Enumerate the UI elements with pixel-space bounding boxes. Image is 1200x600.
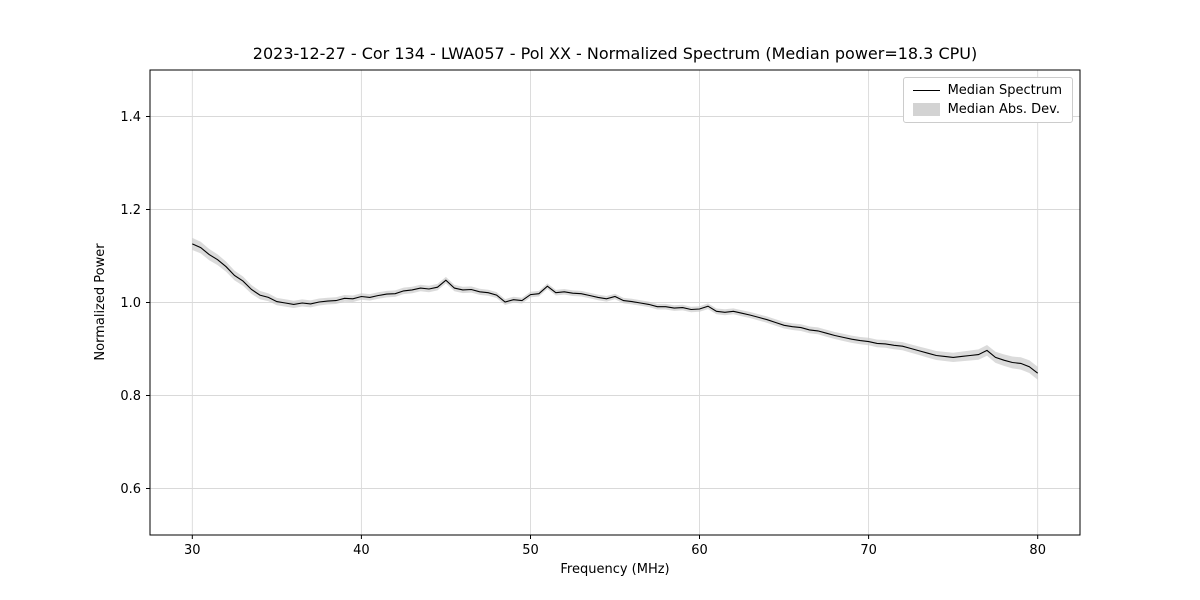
chart-title: 2023-12-27 - Cor 134 - LWA057 - Pol XX -… — [253, 44, 977, 63]
x-axis-label: Frequency (MHz) — [560, 562, 669, 577]
x-tick-label: 30 — [184, 543, 201, 558]
x-tick-label: 40 — [353, 543, 370, 558]
x-tick-label: 70 — [860, 543, 877, 558]
legend-label-median-abs-dev: Median Abs. Dev. — [947, 102, 1061, 117]
legend-item-median-abs-dev: Median Abs. Dev. — [912, 102, 1062, 117]
y-tick-label: 0.8 — [120, 389, 141, 404]
y-axis-label: Normalized Power — [93, 243, 108, 361]
plot-dynamic-layer: 30 40 50 60 70 80 0.6 0.8 1.0 1.2 1.4 — [120, 69, 1081, 558]
y-tick-label: 1.2 — [120, 203, 141, 218]
y-tick-label: 1.0 — [120, 296, 141, 311]
y-tick-label: 0.6 — [120, 482, 141, 497]
patch-swatch-icon — [912, 103, 940, 116]
median-spectrum-line — [192, 243, 1039, 374]
legend: Median Spectrum Median Abs. Dev. — [902, 77, 1073, 123]
x-tick-label: 60 — [691, 543, 708, 558]
x-tick-label: 80 — [1029, 543, 1046, 558]
legend-item-median-spectrum: Median Spectrum — [912, 83, 1062, 98]
y-tick-label: 1.4 — [120, 110, 141, 125]
line-swatch-icon — [912, 90, 940, 91]
x-tick-label: 50 — [522, 543, 539, 558]
legend-label-median-spectrum: Median Spectrum — [947, 83, 1062, 98]
mad-band — [192, 237, 1038, 380]
